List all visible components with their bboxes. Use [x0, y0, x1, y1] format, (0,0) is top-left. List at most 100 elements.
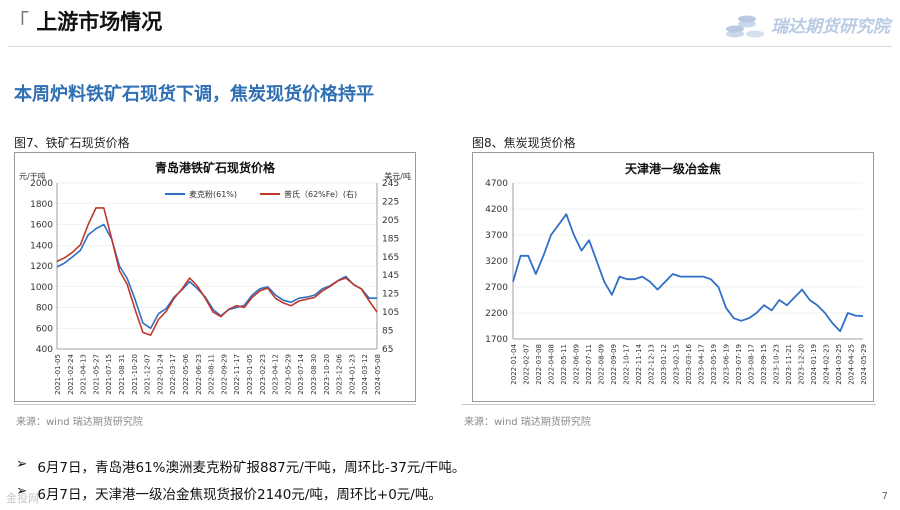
x-tick-label: 2023-04-12 — [272, 354, 280, 395]
legend-label: 普氏（62%Fe）(右) — [284, 189, 357, 199]
x-tick-label: 2022-09-09 — [610, 344, 618, 385]
x-tick-label: 2022-11-17 — [233, 354, 241, 395]
iron-ore-chart-panel: 青岛港铁矿石现货价格 元/干吨 美元/吨 400 600 800 1000 1200 1400 1… — [14, 152, 416, 402]
x-tick-label: 2022-06-23 — [195, 354, 203, 395]
x-tick-label: 2022-07-11 — [585, 344, 593, 385]
x-tick-label: 2022-11-14 — [635, 343, 643, 384]
bullet-text: 6月7日，青岛港61%澳洲麦克粉矿报887元/干吨，周环比-37元/干吨。 — [37, 460, 466, 476]
x-tick-label: 2023-02-15 — [673, 344, 681, 385]
left-tick-label: 1000 — [30, 283, 53, 293]
x-tick-label: 2024-03-12 — [361, 354, 369, 395]
right-tick-label: 105 — [382, 308, 399, 318]
x-tick-label: 2022-03-08 — [535, 344, 543, 385]
right-tick-label: 85 — [382, 327, 393, 337]
header-divider — [8, 46, 892, 47]
x-tick-label: 2022-12-13 — [648, 344, 656, 385]
right-tick-label: 65 — [382, 345, 393, 355]
left-tick-label: 400 — [36, 345, 53, 355]
x-tick-label: 2024-03-25 — [835, 344, 843, 385]
x-tick-label: 2023-06-19 — [723, 344, 731, 385]
x-tick-label: 2023-02-23 — [259, 354, 267, 395]
x-tick-label: 2023-10-23 — [773, 344, 781, 385]
figure-8-caption: 图8、焦炭现货价格 — [472, 136, 576, 150]
y-tick-label: 3200 — [485, 257, 508, 267]
x-tick-label: 2024-04-25 — [848, 344, 856, 385]
x-tick-label: 2022-10-17 — [623, 344, 631, 385]
x-tick-label: 2022-05-06 — [182, 353, 190, 394]
right-tick-label: 165 — [382, 253, 399, 263]
series-line-coke — [512, 213, 864, 333]
x-tick-label: 2022-05-11 — [560, 344, 568, 385]
x-tick-label: 2023-01-12 — [660, 344, 668, 385]
series-line-mike-fines — [56, 223, 377, 330]
x-tick-label: 2021-04-13 — [80, 354, 88, 395]
left-tick-label: 1600 — [30, 221, 53, 231]
x-tick-label: 2023-07-19 — [735, 344, 743, 385]
left-axis-unit: 元/干吨 — [19, 171, 46, 181]
x-tick-label: 2023-11-21 — [785, 344, 793, 385]
x-tick-label: 2022-09-29 — [220, 354, 228, 395]
brand-name: 瑞达期货研究院 — [771, 16, 890, 37]
title-bracket: 「 — [8, 10, 29, 34]
y-tick-label: 4200 — [485, 205, 508, 215]
x-tick-label: 2022-06-09 — [573, 344, 581, 385]
left-tick-label: 1800 — [30, 200, 53, 210]
x-tick-label: 2021-07-15 — [105, 354, 113, 395]
chart-title: 青岛港铁矿石现货价格 — [155, 160, 276, 175]
x-tick-label: 2024-01-23 — [348, 354, 356, 395]
y-tick-label: 1700 — [485, 335, 508, 345]
bullet-item: ➢ 6月7日，天津港一级冶金焦现货报价2140元/吨，周环比+0元/吨。 — [16, 483, 465, 503]
x-tick-label: 2022-08-11 — [208, 354, 216, 395]
x-tick-label: 2023-12-20 — [798, 344, 806, 385]
figure-7-divider — [14, 404, 416, 405]
right-tick-label: 205 — [382, 216, 399, 226]
y-tick-label: 2200 — [485, 309, 508, 319]
arrow-bullet-icon: ➢ — [16, 483, 28, 499]
x-tick-label: 2023-01-05 — [246, 354, 254, 395]
left-tick-label: 2000 — [30, 179, 53, 189]
coke-chart: 天津港一级冶金焦 1700 2200 2700 3200 3700 4200 4700 2022… — [485, 161, 868, 385]
x-tick-label: 2024-05-08 — [374, 354, 382, 395]
x-tick-label: 2022-04-08 — [548, 344, 556, 385]
figure-7-source: 来源：wind 瑞达期货研究院 — [16, 417, 143, 428]
x-tick-label: 2022-01-04 — [510, 343, 518, 384]
right-tick-label: 185 — [382, 234, 399, 244]
x-tick-label: 2023-05-29 — [284, 354, 292, 395]
right-tick-label: 145 — [382, 271, 399, 281]
x-tick-label: 2021-05-27 — [92, 354, 100, 395]
figure-7-caption: 图7、铁矿石现货价格 — [14, 136, 130, 150]
summary-bullets: ➢ 6月7日，青岛港61%澳洲麦克粉矿报887元/干吨，周环比-37元/干吨。 … — [16, 456, 465, 510]
x-tick-label: 2022-02-07 — [523, 344, 531, 385]
x-tick-label: 2021-02-24 — [67, 353, 75, 394]
x-tick-label: 2021-10-20 — [131, 354, 139, 395]
x-tick-label: 2023-04-17 — [698, 344, 706, 385]
brand-logo: 瑞达期货研究院 — [725, 8, 890, 40]
right-axis-unit: 美元/吨 — [384, 171, 411, 181]
page-number: 7 — [881, 491, 888, 502]
x-tick-label: 2022-03-17 — [169, 354, 177, 395]
y-tick-label: 3700 — [485, 231, 508, 241]
x-tick-label: 2022-08-09 — [598, 344, 606, 385]
arrow-bullet-icon: ➢ — [16, 456, 28, 472]
series-line-platts — [56, 207, 378, 336]
left-tick-label: 1200 — [30, 262, 53, 272]
x-tick-label: 2021-12-07 — [144, 354, 152, 395]
x-tick-label: 2024-01-19 — [810, 344, 818, 385]
section-subtitle: 本周炉料铁矿石现货下调，焦炭现货价格持平 — [14, 84, 374, 105]
x-tick-label: 2021-01-05 — [54, 354, 62, 395]
coke-chart-panel: 天津港一级冶金焦 1700 2200 2700 3200 3700 4200 4700 2022… — [472, 152, 874, 402]
bullet-text: 6月7日，天津港一级冶金焦现货报价2140元/吨，周环比+0元/吨。 — [37, 487, 442, 503]
x-tick-label: 2023-03-16 — [685, 343, 693, 384]
bullet-item: ➢ 6月7日，青岛港61%澳洲麦克粉矿报887元/干吨，周环比-37元/干吨。 — [16, 456, 465, 476]
right-tick-label: 125 — [382, 290, 399, 300]
legend-label: 麦克粉(61%) — [189, 189, 237, 199]
x-tick-label: 2024-05-29 — [860, 344, 868, 385]
x-tick-label: 2021-08-31 — [118, 354, 126, 395]
x-tick-label: 2023-08-17 — [748, 344, 756, 385]
x-tick-label: 2023-08-30 — [310, 354, 318, 395]
x-tick-label: 2023-09-15 — [760, 344, 768, 385]
x-tick-label: 2023-12-06 — [336, 353, 344, 394]
x-tick-label: 2023-10-20 — [323, 354, 331, 395]
left-tick-label: 600 — [36, 324, 53, 334]
